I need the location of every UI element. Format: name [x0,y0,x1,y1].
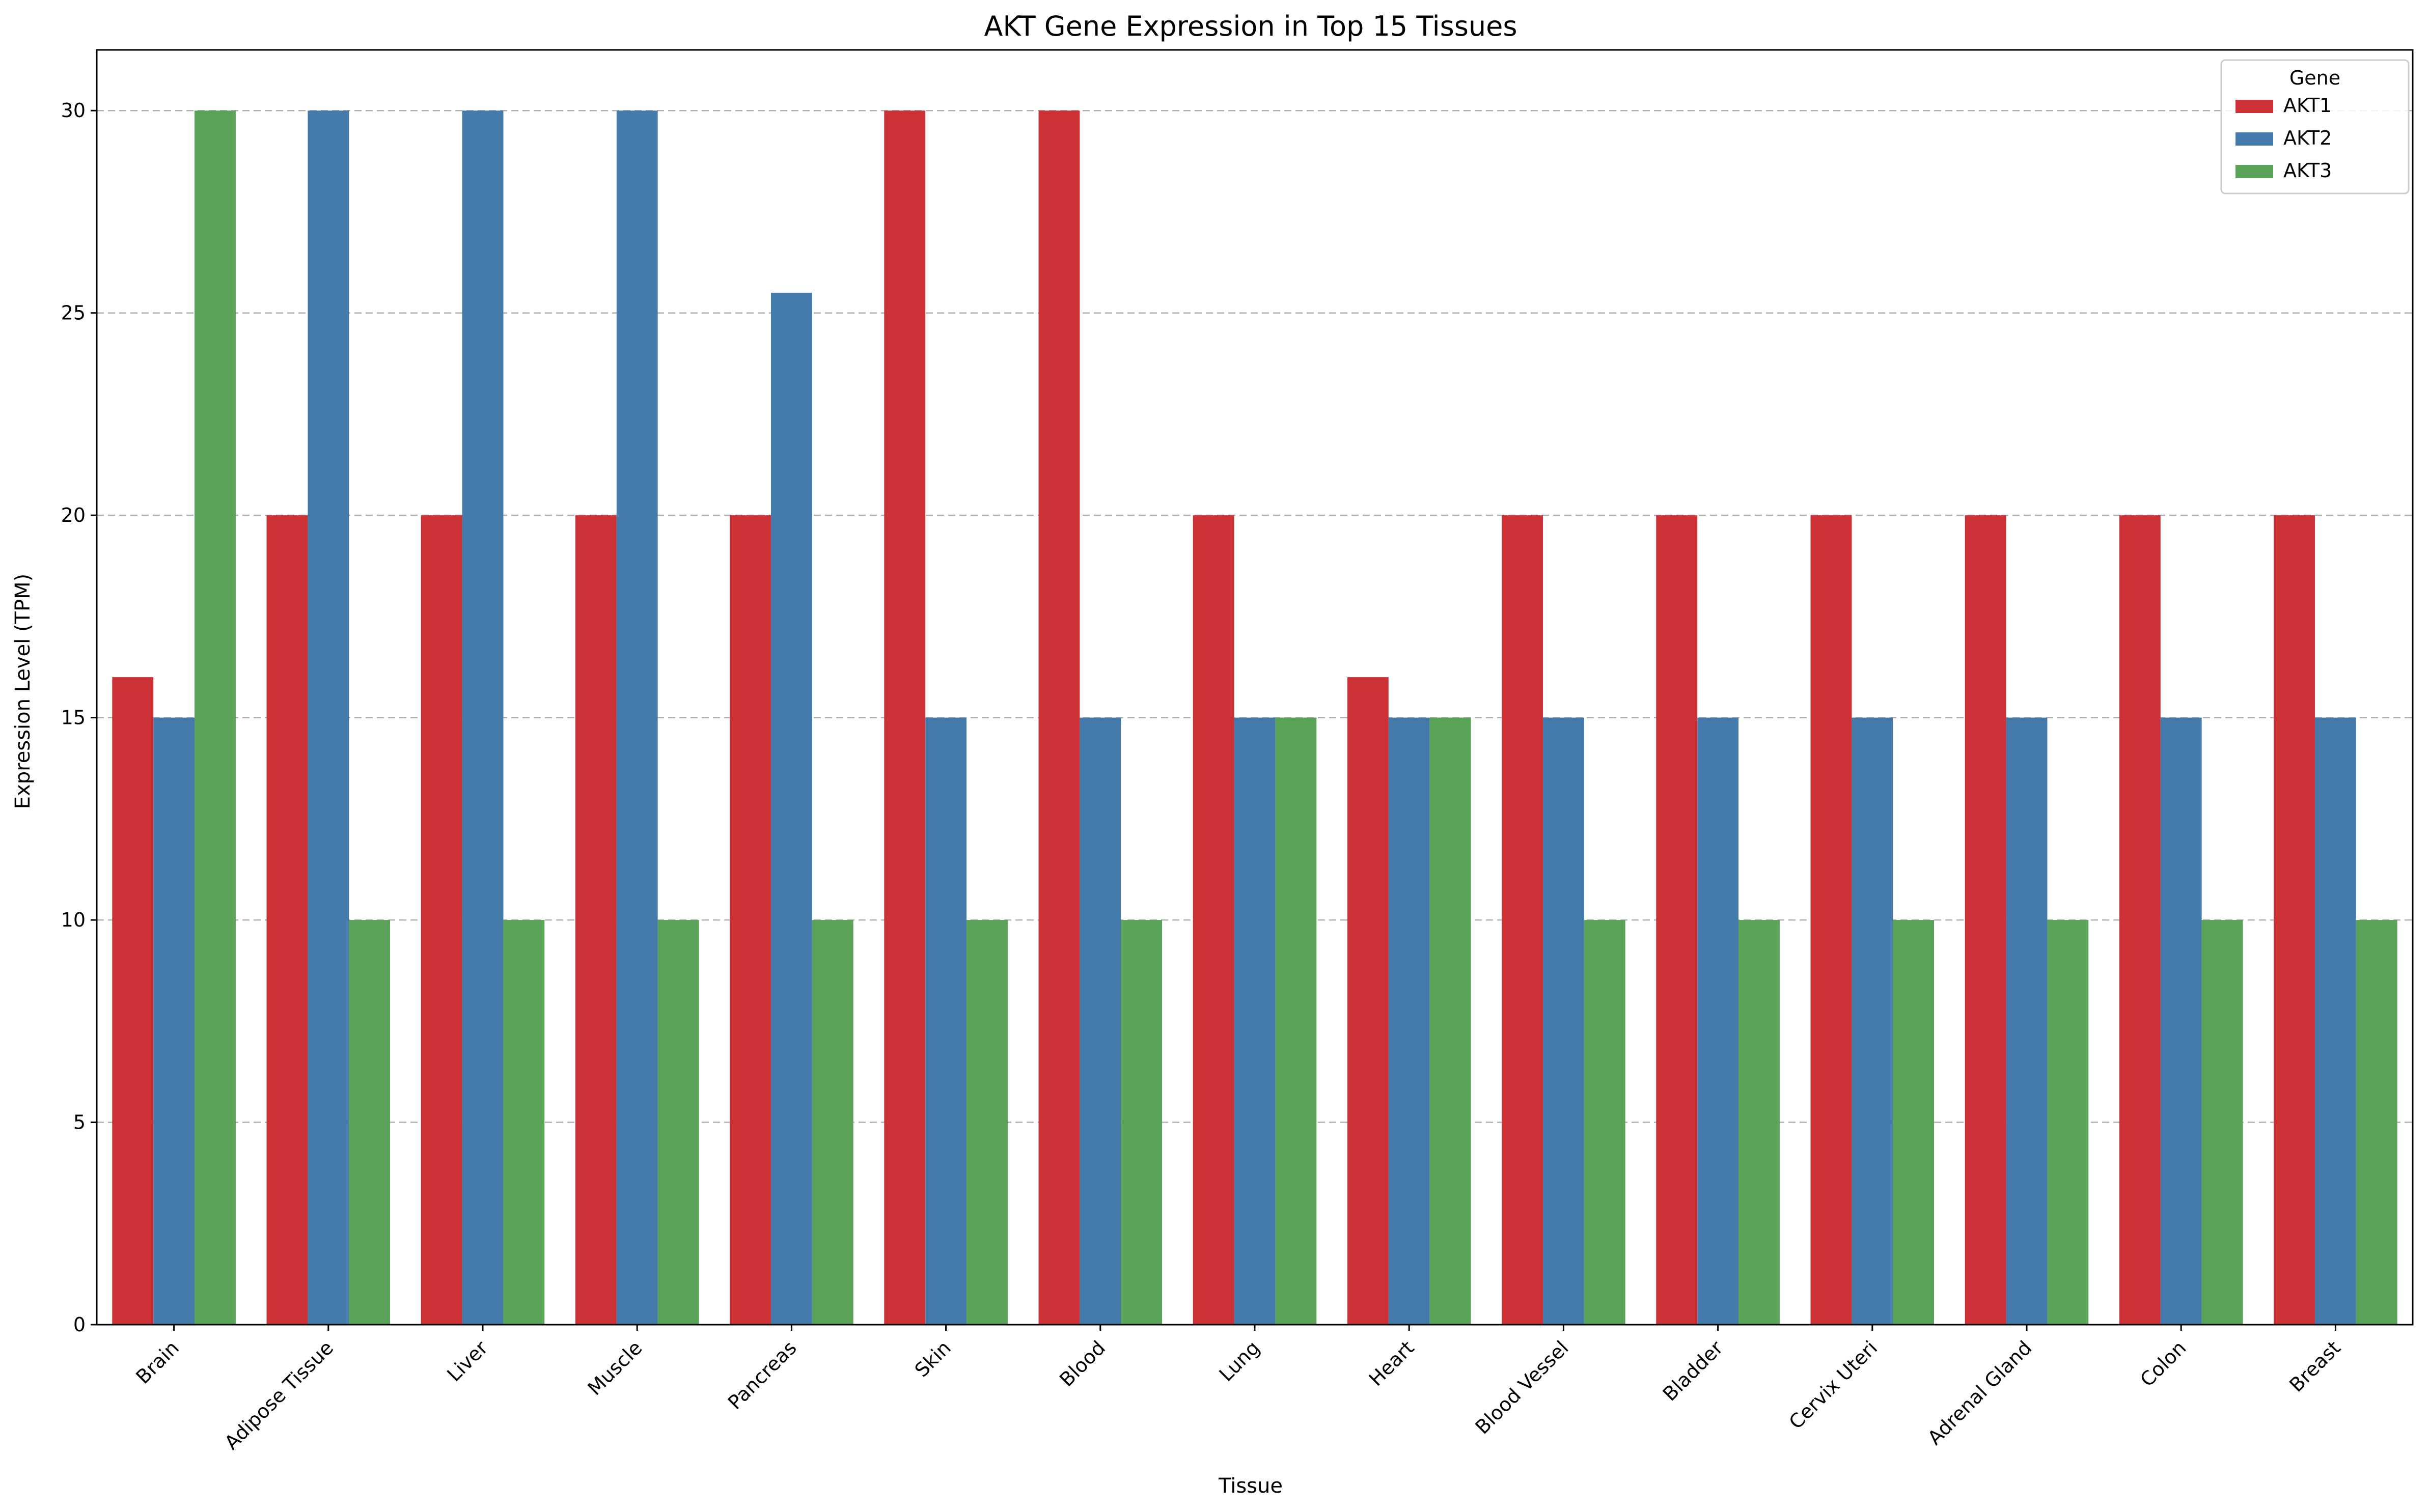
bar-akt3-cervix-uteri [1893,920,1935,1325]
legend-label-akt2: AKT2 [2283,127,2332,149]
bar-akt3-adrenal-gland [2047,920,2089,1325]
legend-swatch-akt2 [2235,132,2273,146]
y-tick-label: 20 [61,504,86,526]
bar-akt3-liver [503,920,545,1325]
bar-akt3-pancreas [812,920,853,1325]
bar-akt3-adipose-tissue [349,920,391,1325]
y-tick-label: 0 [73,1313,86,1336]
bar-akt1-blood-vessel [1502,515,1543,1325]
bar-akt3-lung [1275,717,1317,1325]
x-tick-label: Blood Vessel [1471,1336,1572,1438]
y-tick-label: 30 [61,99,86,122]
bar-akt1-lung [1193,515,1234,1325]
bar-akt1-muscle [575,515,617,1325]
bar-akt3-breast [2356,920,2397,1325]
bar-akt1-adrenal-gland [1965,515,2006,1325]
bar-akt1-colon [2119,515,2161,1325]
bar-akt3-heart [1429,717,1471,1325]
bar-akt2-lung [1234,717,1276,1325]
bar-akt3-blood [1121,920,1163,1325]
legend: Gene AKT1 AKT2 AKT3 [2220,59,2410,194]
bar-akt3-skin [967,920,1008,1325]
bar-akt2-blood [1080,717,1121,1325]
bar-akt2-colon [2160,717,2202,1325]
x-axis-label: Tissue [1218,1474,1283,1498]
bar-akt2-heart [1388,717,1430,1325]
bar-akt3-colon [2201,920,2243,1325]
bar-akt1-blood [1038,110,1080,1325]
y-axis-label: Expression Level (TPM) [11,574,35,809]
bar-akt3-blood-vessel [1584,920,1625,1325]
bar-akt2-breast [2314,717,2356,1325]
bar-akt2-muscle [616,110,658,1325]
y-tick-label: 5 [73,1111,86,1134]
legend-swatch-akt3 [2235,165,2273,178]
bar-akt1-cervix-uteri [1810,515,1852,1325]
x-ticks: Brain Adipose Tissue Liver Muscle Pancreas Sk… [131,1325,2345,1454]
bar-akt2-pancreas [770,292,812,1325]
chart-title: AKT Gene Expression in Top 15 Tissues [984,10,1517,42]
x-tick-label: Adipose Tissue [220,1336,338,1454]
x-tick-label: Skin [910,1336,955,1381]
bar-akt2-adipose-tissue [308,110,349,1325]
bar-akt3-brain [195,110,236,1325]
y-tick-label: 15 [61,707,86,729]
y-ticks: 0 5 10 15 20 25 30 [61,99,97,1336]
bar-akt1-bladder [1656,515,1698,1325]
legend-label-akt1: AKT1 [2283,94,2332,117]
bar-akt2-blood-vessel [1542,717,1584,1325]
bar-akt1-brain [112,677,154,1325]
bar-akt2-liver [462,110,504,1325]
x-tick-label: Liver [443,1336,492,1386]
x-tick-label: Adrenal Gland [1923,1336,2036,1449]
x-tick-label: Breast [2285,1336,2345,1396]
x-tick-label: Muscle [583,1336,646,1399]
bar-akt1-pancreas [730,515,771,1325]
y-tick-label: 10 [61,909,86,931]
bar-akt1-breast [2274,515,2315,1325]
x-tick-label: Colon [2136,1336,2190,1391]
legend-swatch-akt1 [2235,100,2273,113]
legend-entries: AKT1 AKT2 AKT3 [2235,94,2332,182]
x-tick-label: Bladder [1659,1336,1727,1405]
x-tick-label: Pancreas [724,1336,801,1414]
legend-title: Gene [2289,67,2340,89]
bar-akt1-skin [884,110,926,1325]
x-tick-label: Blood [1055,1336,1110,1391]
bar-akt3-muscle [657,920,699,1325]
x-tick-label: Cervix Uteri [1785,1336,1882,1434]
bar-akt2-adrenal-gland [2006,717,2048,1325]
legend-frame [2220,59,2410,194]
y-tick-label: 25 [61,302,86,324]
x-tick-label: Heart [1365,1336,1419,1390]
bars [112,110,2397,1325]
legend-label-akt3: AKT3 [2283,159,2332,182]
bar-akt1-liver [421,515,462,1325]
bar-akt2-brain [153,717,195,1325]
bar-akt3-bladder [1738,920,1780,1325]
bar-akt2-bladder [1697,717,1739,1325]
x-tick-label: Lung [1215,1336,1264,1386]
bar-akt1-adipose-tissue [266,515,308,1325]
bar-akt2-skin [925,717,967,1325]
x-tick-label: Brain [131,1336,183,1388]
bar-akt1-heart [1347,677,1389,1325]
bar-akt2-cervix-uteri [1852,717,1893,1325]
